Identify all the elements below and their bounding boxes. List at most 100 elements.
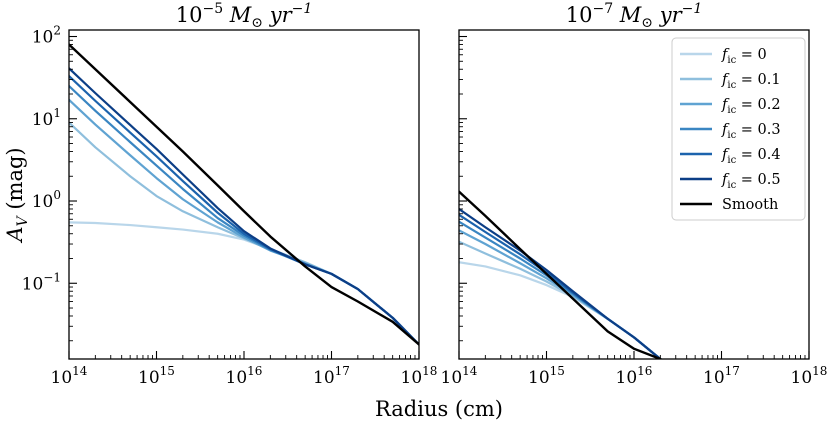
title-exp: −5	[202, 1, 223, 17]
legend-value: = 0.2	[736, 97, 780, 113]
x-tick-base: 10	[51, 368, 73, 388]
y-tick-exp: 1	[53, 106, 61, 120]
x-tick-base: 10	[441, 368, 463, 388]
title-exp: −7	[592, 1, 613, 17]
series-line-fic-0-1	[459, 240, 662, 359]
x-axis-label: Radius (cm)	[375, 397, 503, 421]
x-tick-exp: 16	[637, 364, 652, 378]
x-tick-base: 10	[226, 368, 248, 388]
legend-box	[671, 37, 806, 221]
x-tick-label: 1017	[313, 364, 350, 388]
x-tick-label: 1018	[401, 364, 438, 388]
y-tick-base: 10	[32, 28, 54, 48]
title-rate: yr	[263, 3, 294, 27]
title-mass: M	[223, 3, 252, 27]
y-label-main: A	[3, 226, 27, 243]
x-tick-exp: 14	[72, 364, 88, 378]
series-line-fic-0	[69, 221, 419, 346]
legend-label: fic = 0.2	[721, 97, 781, 116]
legend-value: = 0.3	[736, 122, 780, 138]
x-tick-label: 1016	[226, 364, 263, 388]
y-label-sub: V	[15, 214, 31, 226]
legend-label: fic = 0.3	[721, 122, 781, 141]
x-tick-exp: 17	[725, 364, 740, 378]
x-tick-label: 1015	[138, 364, 175, 388]
x-axis: 1014 1015 1016 1017 1018	[51, 351, 438, 388]
legend-ic: ic	[727, 155, 736, 166]
x-tick-label: 1016	[616, 364, 653, 388]
legend-value: = 0	[736, 47, 767, 63]
x-tick-base: 10	[616, 368, 638, 388]
title-mass: M	[613, 3, 642, 27]
title-sun-symbol: ⊙	[641, 15, 653, 31]
title-base: 10	[566, 3, 593, 27]
y-tick-base: 10	[32, 192, 54, 212]
x-tick-label: 1014	[51, 364, 88, 388]
y-tick-base: 10	[32, 110, 54, 130]
legend-ic: ic	[727, 80, 736, 91]
y-tick-label: 101	[32, 106, 61, 130]
x-tick-label: 1014	[441, 364, 478, 388]
y-tick-exp: −1	[43, 270, 61, 284]
x-tick-base: 10	[401, 368, 423, 388]
x-tick-exp: 17	[335, 364, 350, 378]
series-line-fic-0-5	[459, 207, 662, 359]
legend-f: f	[721, 172, 730, 188]
x-tick-exp: 16	[247, 364, 262, 378]
x-tick-base: 10	[528, 368, 550, 388]
series-group	[69, 43, 419, 346]
x-tick-base: 10	[791, 368, 813, 388]
legend-ic: ic	[727, 55, 736, 66]
x-tick-base: 10	[138, 368, 160, 388]
legend-f: f	[721, 72, 730, 88]
x-axis: 1014 1015 1016 1017 1018	[441, 351, 828, 388]
series-group	[459, 190, 662, 359]
y-axis-label: AV (mag)	[3, 147, 31, 243]
legend-label: fic = 0.4	[721, 147, 781, 166]
series-line-fic-0	[459, 261, 662, 359]
legend-label: Smooth	[722, 197, 778, 213]
legend-f: f	[721, 97, 730, 113]
legend-f: f	[721, 122, 730, 138]
legend-f: f	[721, 147, 730, 163]
y-tick-base: 10	[22, 274, 44, 294]
title-rate-exp: −1	[292, 1, 313, 17]
legend-ic: ic	[727, 130, 736, 141]
y-tick-label: 10−1	[22, 270, 61, 294]
legend-ic: ic	[727, 180, 736, 191]
legend-f: f	[721, 47, 730, 63]
x-tick-label: 1015	[528, 364, 565, 388]
y-tick-exp: 2	[53, 24, 61, 38]
legend-ic: ic	[727, 105, 736, 116]
x-tick-label: 1018	[791, 364, 828, 388]
legend-label: fic = 0.5	[721, 172, 781, 191]
x-tick-exp: 18	[812, 364, 827, 378]
series-line-fic-0-5	[69, 67, 419, 346]
x-tick-base: 10	[703, 368, 725, 388]
title-rate: yr	[653, 3, 684, 27]
legend-label: fic = 0	[721, 47, 767, 66]
x-tick-exp: 15	[550, 364, 565, 378]
plot-frame	[68, 29, 420, 360]
series-line-fic-0-2	[459, 229, 662, 359]
chart-title: 10−5 M⊙ yr−1	[176, 1, 313, 31]
legend-label: fic = 0.1	[721, 72, 781, 91]
legend-value: = 0.1	[736, 72, 780, 88]
title-sun-symbol: ⊙	[251, 15, 263, 31]
y-tick-exp: 0	[53, 188, 61, 202]
title-rate-exp: −1	[682, 1, 703, 17]
y-axis	[459, 35, 467, 342]
y-label-unit: (mag)	[3, 147, 27, 216]
x-tick-exp: 18	[422, 364, 437, 378]
chart-title: 10−7 M⊙ yr−1	[566, 1, 703, 31]
x-tick-label: 1017	[703, 364, 740, 388]
x-tick-base: 10	[313, 368, 335, 388]
legend-value: = 0.5	[736, 172, 780, 188]
x-tick-exp: 15	[160, 364, 175, 378]
series-line-smooth	[459, 190, 662, 359]
